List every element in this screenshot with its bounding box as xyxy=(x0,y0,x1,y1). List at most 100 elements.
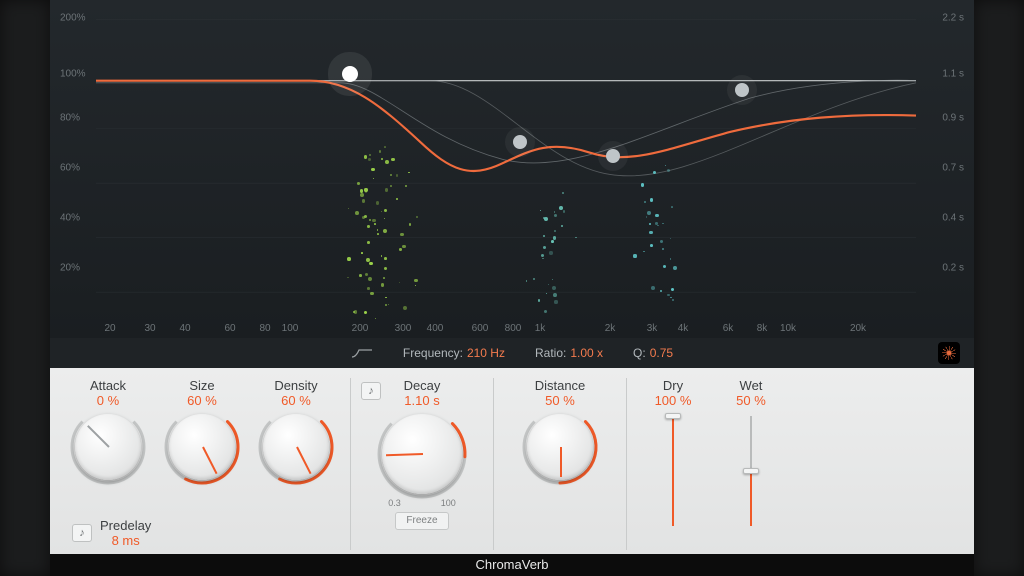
decay-sync-icon[interactable]: ♪ xyxy=(361,382,381,400)
particle xyxy=(402,245,405,248)
particle xyxy=(650,198,653,201)
predelay-sync-icon[interactable]: ♪ xyxy=(72,524,92,542)
plugin-title-bar: ChromaVerb xyxy=(50,554,974,576)
particle xyxy=(381,211,382,212)
particle xyxy=(369,262,373,266)
eq-node[interactable] xyxy=(513,135,527,149)
y-left-tick: 40% xyxy=(60,213,80,224)
particle xyxy=(672,299,674,301)
particle xyxy=(662,223,663,224)
y-left-tick: 80% xyxy=(60,113,80,124)
particle xyxy=(367,225,370,228)
particle xyxy=(399,248,402,251)
particle xyxy=(551,240,554,243)
readout-freq[interactable]: Frequency:210 Hz xyxy=(403,346,505,360)
particle xyxy=(408,172,409,173)
density-control[interactable]: Density 60 % xyxy=(258,378,334,480)
eq-node[interactable] xyxy=(606,149,620,163)
particle xyxy=(662,248,664,250)
particle xyxy=(361,252,363,254)
particle xyxy=(544,310,547,313)
density-knob[interactable] xyxy=(263,414,329,480)
particle xyxy=(633,254,636,257)
distance-knob[interactable] xyxy=(527,414,593,480)
particle xyxy=(670,258,672,260)
y-right-tick: 0.9 s xyxy=(942,113,964,124)
y-right-tick: 0.4 s xyxy=(942,213,964,224)
dry-slider[interactable]: Dry 100 % xyxy=(643,378,703,526)
particle xyxy=(377,229,378,230)
control-panel: Attack 0 % Size 60 % Density 60 % xyxy=(50,368,974,554)
particle xyxy=(355,211,359,215)
distance-control[interactable]: Distance 50 % xyxy=(510,378,610,480)
y-right-tick: 2.2 s xyxy=(942,13,964,24)
x-tick: 8k xyxy=(757,323,768,334)
readout-q[interactable]: Q:0.75 xyxy=(633,346,673,360)
particle xyxy=(384,257,387,260)
particle xyxy=(381,158,383,160)
visualizer-toggle[interactable] xyxy=(938,342,960,364)
particle xyxy=(364,311,367,314)
particle xyxy=(385,188,389,192)
x-tick: 800 xyxy=(505,323,522,334)
particle xyxy=(372,219,375,222)
x-tick: 200 xyxy=(352,323,369,334)
x-tick: 3k xyxy=(647,323,658,334)
particle xyxy=(650,244,653,247)
decay-control[interactable]: Decay 1.10 s 0.3100 Freeze xyxy=(367,378,477,530)
x-tick: 60 xyxy=(224,323,235,334)
particle xyxy=(385,297,386,298)
decay-knob[interactable] xyxy=(382,414,462,494)
plugin-window: 200%100%80%60%40%20%2.2 s1.1 s0.9 s0.7 s… xyxy=(50,0,974,576)
x-tick: 4k xyxy=(678,323,689,334)
eq-graph[interactable]: 200%100%80%60%40%20%2.2 s1.1 s0.9 s0.7 s… xyxy=(50,0,974,338)
y-right-tick: 0.7 s xyxy=(942,163,964,174)
x-tick: 20 xyxy=(104,323,115,334)
hpf-icon xyxy=(351,347,373,359)
particle xyxy=(359,274,362,277)
readout-ratio[interactable]: Ratio:1.00 x xyxy=(535,346,603,360)
particle xyxy=(367,241,370,244)
size-control[interactable]: Size 60 % xyxy=(164,378,240,480)
particle xyxy=(644,201,646,203)
eq-node[interactable] xyxy=(342,66,358,82)
predelay-control[interactable]: ♪ Predelay 8 ms xyxy=(72,518,151,548)
y-left-tick: 100% xyxy=(60,69,86,80)
eq-readout-strip: Frequency:210 Hz Ratio:1.00 x Q:0.75 xyxy=(50,338,974,368)
x-tick: 400 xyxy=(427,323,444,334)
particle xyxy=(546,293,547,294)
size-knob[interactable] xyxy=(169,414,235,480)
particle xyxy=(667,169,670,172)
eq-node[interactable] xyxy=(735,83,749,97)
particle xyxy=(651,286,655,290)
particle xyxy=(552,286,556,290)
particle xyxy=(375,318,376,319)
particle xyxy=(663,265,666,268)
particle xyxy=(548,284,549,285)
particle xyxy=(347,257,351,261)
particle xyxy=(364,188,367,191)
particle xyxy=(357,182,360,185)
particle xyxy=(562,192,564,194)
particle xyxy=(366,258,370,262)
x-tick: 6k xyxy=(723,323,734,334)
x-tick: 300 xyxy=(395,323,412,334)
particle xyxy=(368,158,371,161)
particle xyxy=(559,206,563,210)
attack-knob[interactable] xyxy=(75,414,141,480)
y-right-tick: 0.2 s xyxy=(942,263,964,274)
particle xyxy=(660,290,662,292)
freeze-button[interactable]: Freeze xyxy=(395,512,449,530)
particle xyxy=(538,299,540,301)
x-tick: 20k xyxy=(850,323,866,334)
particle xyxy=(554,211,556,213)
attack-control[interactable]: Attack 0 % xyxy=(70,378,146,480)
particle xyxy=(400,233,404,237)
particle xyxy=(377,233,379,235)
x-tick: 80 xyxy=(259,323,270,334)
y-left-tick: 20% xyxy=(60,263,80,274)
particle xyxy=(396,198,398,200)
x-tick: 30 xyxy=(144,323,155,334)
wet-slider[interactable]: Wet 50 % xyxy=(721,378,781,526)
x-tick: 600 xyxy=(472,323,489,334)
